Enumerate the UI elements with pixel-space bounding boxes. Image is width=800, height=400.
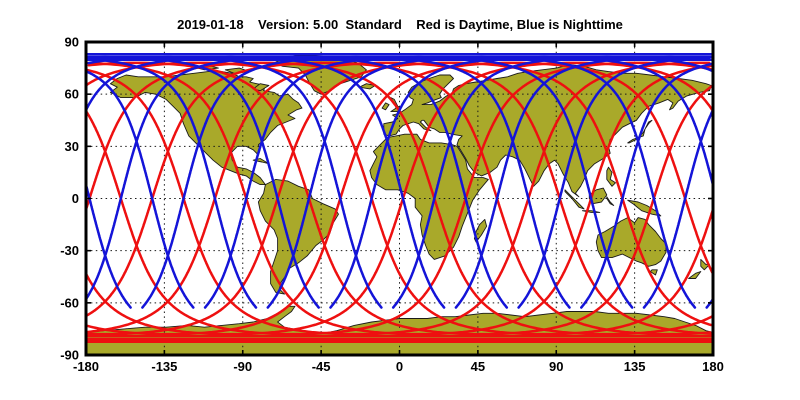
tick-label: 135 [624, 359, 646, 374]
land-ireland [381, 102, 390, 111]
daytime-ground-tracks-orbit [85, 61, 711, 336]
tick-label: 180 [702, 359, 724, 374]
land-tasmania [649, 269, 658, 276]
ticks-layer [85, 41, 714, 356]
nighttime-ground-tracks-orbit [266, 55, 656, 309]
daytime-ground-tracks-orbit [86, 61, 714, 336]
nighttime-ground-tracks [84, 55, 715, 309]
daytime-ground-tracks [84, 61, 715, 336]
land-sumatra [564, 189, 585, 210]
tick-label: 90 [549, 359, 563, 374]
tick-label: -135 [151, 359, 177, 374]
nighttime-ground-tracks-orbit [141, 55, 530, 309]
daytime-ground-tracks-orbit [86, 61, 713, 336]
tick-label: 45 [471, 359, 485, 374]
nighttime-ground-tracks-orbit [87, 55, 714, 309]
tick-label: 90 [65, 35, 79, 50]
tick-label: -90 [60, 348, 79, 363]
tick-label: 30 [65, 139, 79, 154]
tick-label: -45 [312, 359, 331, 374]
graticule-layer [86, 42, 713, 355]
nighttime-ground-tracks-orbit [86, 55, 711, 309]
nighttime-ground-tracks-orbit [203, 55, 593, 309]
nighttime-ground-tracks-orbit [85, 55, 710, 309]
tick-label: 60 [65, 87, 79, 102]
tick-label: -30 [60, 243, 79, 258]
daytime-ground-tracks-orbit [85, 61, 715, 336]
tick-label: 0 [72, 191, 79, 206]
ground-tracks-layer [84, 55, 715, 336]
land-new_guinea [627, 199, 662, 217]
tick-label: 0 [396, 359, 403, 374]
nighttime-ground-tracks-orbit [84, 55, 713, 309]
daytime-ground-tracks-orbit [85, 61, 712, 336]
tick-labels-layer: -180 -135 -90 -45 0 45 90 135 180 90 60 30 0 -30 -60 -9… [60, 35, 724, 375]
figure-title: 2019-01-18 Version: 5.00 Standard Red is… [177, 17, 623, 32]
polar-envelope-layer [86, 53, 713, 344]
daytime-ground-tracks-orbit [85, 61, 715, 336]
tick-label: -180 [73, 359, 99, 374]
daytime-ground-tracks-orbit [85, 61, 713, 336]
land-new_zealand_north [700, 258, 710, 271]
daytime-ground-tracks-orbit [84, 61, 714, 336]
tick-label: -90 [233, 359, 252, 374]
tick-label: -60 [60, 295, 79, 310]
land-philippines [606, 166, 616, 187]
land-new_zealand_south [688, 271, 702, 279]
